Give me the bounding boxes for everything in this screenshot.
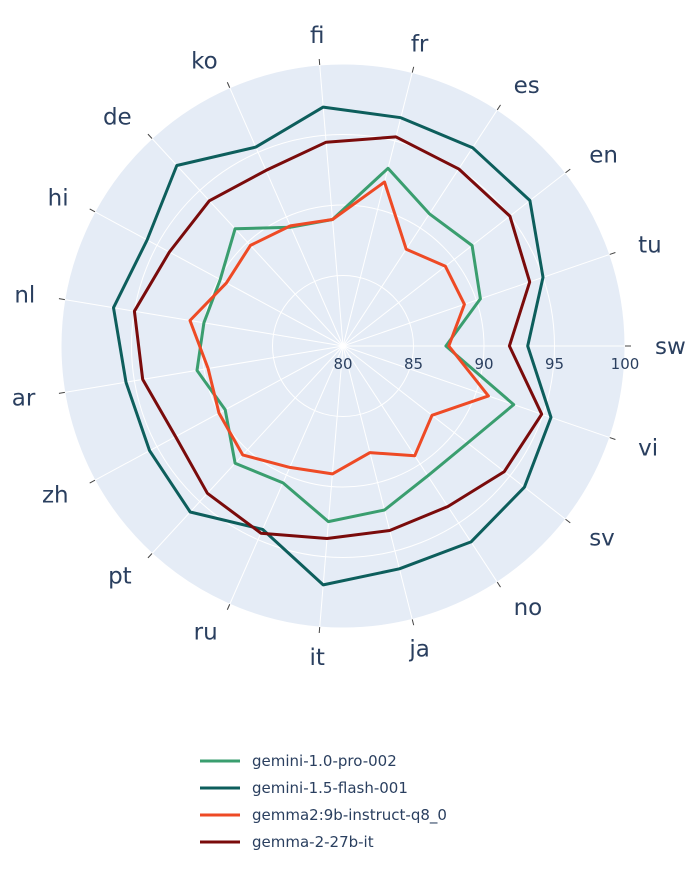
angular-tick-mark <box>610 252 616 254</box>
angular-tick-mark <box>227 82 229 87</box>
legend-entry-label: gemma2:9b-instruct-q8_0 <box>252 806 447 825</box>
angular-tick-mark <box>227 604 229 609</box>
category-label-vi: vi <box>638 435 658 461</box>
legend: gemini-1.0-pro-002 gemini-1.5-flash-001 ge… <box>200 752 447 851</box>
angular-tick-mark <box>59 392 65 393</box>
angular-tick-mark <box>148 134 152 138</box>
category-label-de: de <box>103 105 132 131</box>
category-label-ko: ko <box>191 48 218 74</box>
radial-tick-label: 100 <box>611 355 640 373</box>
category-label-zh: zh <box>42 483 69 509</box>
category-label-tu: tu <box>638 233 662 259</box>
category-label-nl: nl <box>14 283 35 309</box>
category-label-en: en <box>589 142 618 168</box>
angular-tick-mark <box>59 299 65 300</box>
legend-entry-label: gemini-1.0-pro-002 <box>252 752 397 770</box>
category-label-fr: fr <box>411 32 429 58</box>
angular-tick-mark <box>610 438 616 440</box>
category-label-sw: sw <box>655 334 686 360</box>
angular-tick-mark <box>566 519 571 523</box>
angular-tick-mark <box>497 105 500 110</box>
radial-tick-label: 95 <box>545 355 564 373</box>
radial-tick-label: 80 <box>333 355 352 373</box>
category-label-ru: ru <box>194 620 218 646</box>
angular-tick-mark <box>412 67 413 73</box>
angular-tick-mark <box>148 553 152 557</box>
category-label-pt: pt <box>108 564 132 590</box>
category-label-ja: ja <box>408 637 429 663</box>
angular-tick-mark <box>412 619 413 625</box>
legend-entry-label: gemma-2-27b-it <box>252 833 374 851</box>
angular-tick-mark <box>90 209 95 212</box>
category-label-ar: ar <box>12 385 36 411</box>
legend-entry-label: gemini-1.5-flash-001 <box>252 779 408 797</box>
angular-tick-mark <box>90 480 95 483</box>
radial-tick-label: 85 <box>404 355 423 373</box>
angular-tick-mark <box>497 582 500 587</box>
angular-tick-mark <box>566 169 571 173</box>
category-label-it: it <box>309 645 324 671</box>
category-label-no: no <box>514 595 543 621</box>
category-label-fi: fi <box>310 23 325 49</box>
category-label-sv: sv <box>589 526 615 552</box>
category-label-hi: hi <box>48 186 69 212</box>
category-label-es: es <box>514 73 540 99</box>
radial-tick-label: 90 <box>474 355 493 373</box>
